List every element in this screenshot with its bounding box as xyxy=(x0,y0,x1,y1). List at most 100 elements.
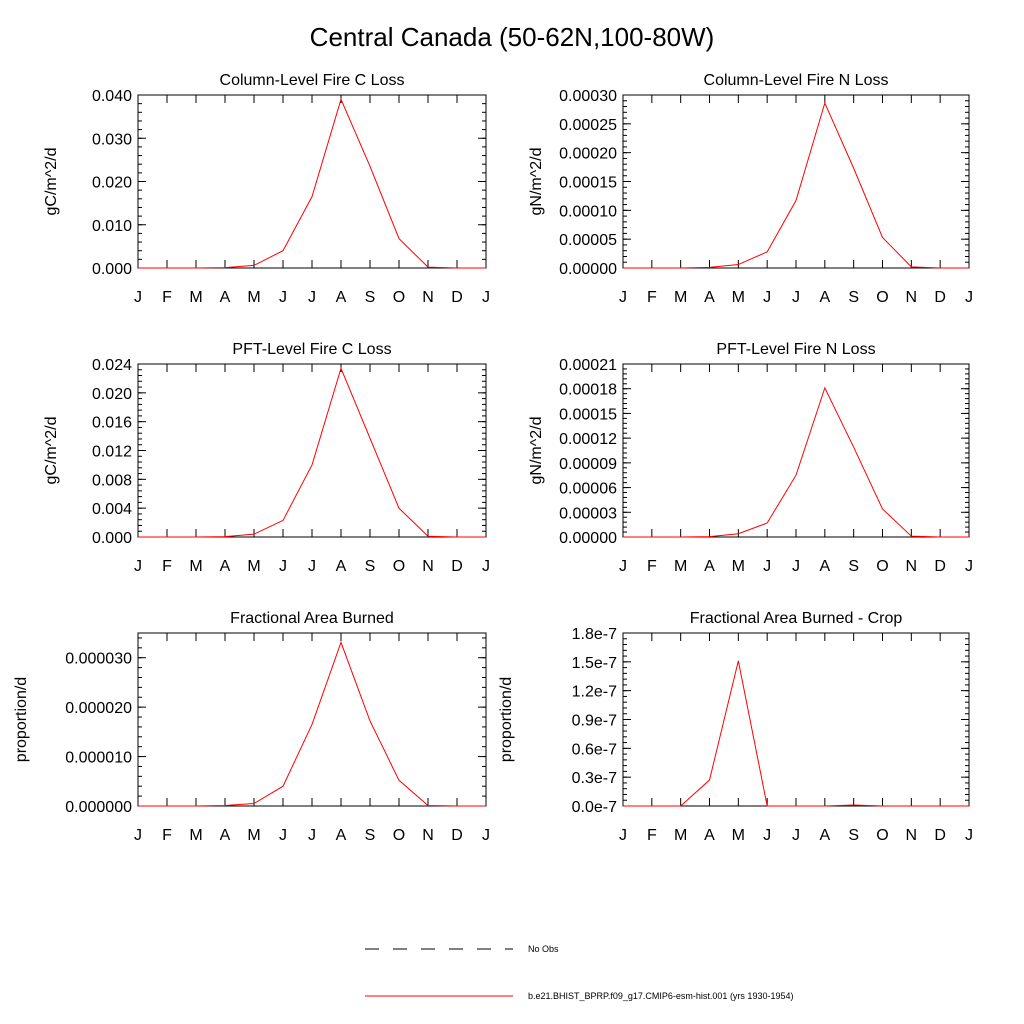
panel-title: Fractional Area Burned - Crop xyxy=(690,610,903,627)
x-tick-label: S xyxy=(848,558,859,575)
x-tick-label: M xyxy=(732,289,745,306)
chart-panel-5: Fractional Area Burned proportion/d 0.0000… xyxy=(13,610,490,844)
x-tick-label: S xyxy=(365,289,376,306)
y-tick-label: 0.000010 xyxy=(65,750,132,767)
x-tick-label: S xyxy=(848,827,859,844)
x-tick-label: D xyxy=(934,827,946,844)
y-tick-label: 0.0e-7 xyxy=(572,799,617,816)
x-tick-label: J xyxy=(308,558,316,575)
x-tick-label: M xyxy=(189,827,202,844)
x-tick-label: M xyxy=(674,827,687,844)
x-tick-label: J xyxy=(482,827,490,844)
x-tick-label: A xyxy=(336,827,347,844)
x-tick-label: O xyxy=(876,558,888,575)
chart-panel-1: Column-Level Fire C Loss gC/m^2/d 0.000 0.0… xyxy=(43,72,490,306)
x-tick-label: F xyxy=(647,827,657,844)
y-axis-label: proportion/d xyxy=(498,677,515,762)
y-tick-label: 0.3e-7 xyxy=(572,770,617,787)
x-tick-label: J xyxy=(619,289,627,306)
y-tick-label: 0.00012 xyxy=(559,431,617,448)
x-tick-label: M xyxy=(247,558,260,575)
x-tick-label: A xyxy=(220,289,231,306)
x-tick-label: D xyxy=(934,558,946,575)
x-tick-label: A xyxy=(704,827,715,844)
y-tick-label: 0.000020 xyxy=(65,700,132,717)
x-tick-label: J xyxy=(792,289,800,306)
legend-obs-label: No Obs xyxy=(528,944,559,954)
x-tick-label: N xyxy=(906,289,918,306)
plot-frame xyxy=(137,363,487,538)
x-tick-label: N xyxy=(422,558,434,575)
x-tick-label: J xyxy=(308,827,316,844)
y-tick-label: 0.000 xyxy=(92,530,132,547)
chart-panel-2: Column-Level Fire N Loss gN/m^2/d 0.00000 0… xyxy=(528,72,973,306)
y-axis-label: gN/m^2/d xyxy=(528,148,545,216)
chart-panel-6: Fractional Area Burned - Crop proportion/… xyxy=(498,610,973,844)
x-tick-label: A xyxy=(220,827,231,844)
panel-title: PFT-Level Fire N Loss xyxy=(716,341,875,358)
series-line xyxy=(623,386,969,538)
panel-title: Fractional Area Burned xyxy=(230,610,394,627)
x-tick-label: O xyxy=(876,827,888,844)
x-tick-label: A xyxy=(819,827,830,844)
x-tick-label: J xyxy=(134,558,142,575)
x-tick-label: M xyxy=(247,827,260,844)
legend: No Obs b.e21.BHIST_BPRP.f09_g17.CMIP6-es… xyxy=(365,944,793,1001)
legend-model-label: b.e21.BHIST_BPRP.f09_g17.CMIP6-esm-hist.… xyxy=(528,991,793,1001)
x-tick-label: A xyxy=(819,558,830,575)
x-tick-label: N xyxy=(906,827,918,844)
x-tick-label: J xyxy=(763,289,771,306)
chart-panels: Column-Level Fire C Loss gC/m^2/d 0.000 0.0… xyxy=(13,72,973,844)
y-tick-label: 1.2e-7 xyxy=(572,684,617,701)
x-tick-label: D xyxy=(451,289,463,306)
plot-frame xyxy=(137,94,487,269)
series-line xyxy=(623,660,969,807)
y-tick-label: 0.00015 xyxy=(559,175,617,192)
x-tick-label: J xyxy=(619,558,627,575)
y-tick-label: 0.030 xyxy=(92,131,132,148)
x-tick-label: O xyxy=(393,558,405,575)
x-tick-label: D xyxy=(451,827,463,844)
y-tick-label: 0.00021 xyxy=(559,357,617,374)
x-tick-label: M xyxy=(732,827,745,844)
x-tick-label: A xyxy=(704,289,715,306)
x-tick-label: J xyxy=(619,827,627,844)
y-tick-label: 0.016 xyxy=(92,415,132,432)
x-tick-label: J xyxy=(763,827,771,844)
chart-panel-3: PFT-Level Fire C Loss gC/m^2/d 0.000 0.004 0… xyxy=(43,341,490,575)
y-tick-label: 1.5e-7 xyxy=(572,655,617,672)
plot-frame xyxy=(137,632,487,807)
y-tick-label: 0.00025 xyxy=(559,117,617,134)
y-tick-label: 0.00009 xyxy=(559,456,617,473)
x-tick-label: S xyxy=(365,558,376,575)
y-tick-label: 0.00003 xyxy=(559,505,617,522)
x-tick-label: A xyxy=(819,289,830,306)
y-tick-label: 0.010 xyxy=(92,218,132,235)
y-tick-label: 0.00018 xyxy=(559,382,617,399)
y-tick-label: 0.004 xyxy=(92,501,132,518)
panel-title: Column-Level Fire N Loss xyxy=(704,72,889,89)
x-tick-label: J xyxy=(965,827,973,844)
x-tick-label: N xyxy=(422,827,434,844)
x-tick-label: A xyxy=(336,289,347,306)
x-tick-label: F xyxy=(162,289,172,306)
y-tick-label: 0.000 xyxy=(92,261,132,278)
x-tick-label: O xyxy=(876,289,888,306)
y-tick-label: 0.9e-7 xyxy=(572,713,617,730)
x-tick-label: A xyxy=(336,558,347,575)
x-tick-label: J xyxy=(134,289,142,306)
y-tick-label: 0.00000 xyxy=(559,530,617,547)
x-tick-label: F xyxy=(162,558,172,575)
y-tick-label: 0.00005 xyxy=(559,232,617,249)
y-tick-label: 0.6e-7 xyxy=(572,741,617,758)
x-tick-label: J xyxy=(279,289,287,306)
y-tick-label: 0.00006 xyxy=(559,481,617,498)
series-line xyxy=(623,101,969,269)
x-tick-label: J xyxy=(134,827,142,844)
x-tick-label: F xyxy=(162,827,172,844)
x-tick-label: N xyxy=(422,289,434,306)
x-tick-label: M xyxy=(247,289,260,306)
y-tick-label: 0.012 xyxy=(92,444,132,461)
x-tick-label: S xyxy=(848,289,859,306)
